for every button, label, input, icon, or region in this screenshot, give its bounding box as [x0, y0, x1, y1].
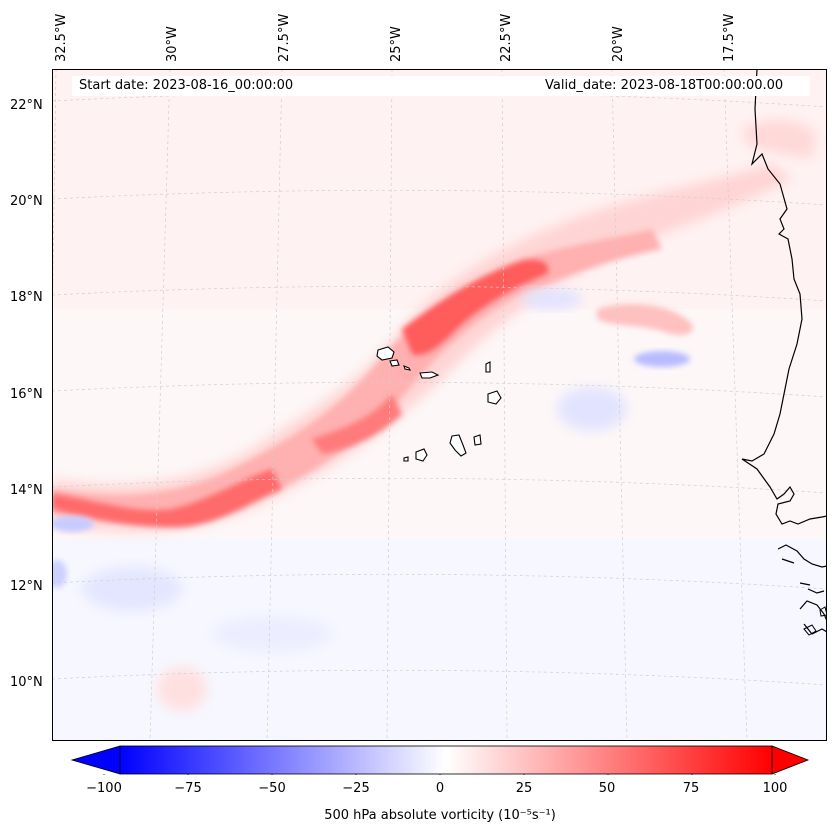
island-sal — [485, 361, 491, 373]
negative-blob-2 — [557, 387, 627, 431]
gridlines — [52, 69, 827, 741]
negative-blob-1 — [634, 351, 690, 367]
colorbar-label: 500 hPa absolute vorticity (10⁻⁵s⁻¹) — [324, 808, 556, 823]
lon-label-17-5w: 17.5°W — [722, 13, 737, 62]
negative-blob-4 — [52, 516, 94, 532]
info-bar — [72, 76, 810, 96]
lon-label-20w: 20°W — [611, 26, 626, 62]
southern-bluish-field — [52, 539, 827, 741]
negative-blob-6 — [212, 616, 332, 652]
vorticity-patch-east — [597, 304, 693, 335]
colorbar — [70, 745, 810, 775]
lat-label-16n: 16°N — [10, 387, 43, 402]
vorticity-max-west — [52, 469, 282, 528]
island-sao-nicolau-east — [419, 371, 440, 379]
island-sao-nicolau — [403, 365, 411, 371]
colorbar-tick-neg50: −50 — [258, 781, 286, 796]
lat-label-20n: 20°N — [10, 194, 43, 209]
cape-verde-islands — [376, 346, 502, 462]
positive-blob-south — [157, 667, 207, 711]
lat-label-12n: 12°N — [10, 579, 43, 594]
island-sao-vicente — [389, 359, 400, 367]
vorticity-band-medium — [52, 229, 662, 523]
colorbar-tick-100: 100 — [762, 781, 788, 796]
colorbar-tick-neg75: −75 — [174, 781, 202, 796]
lon-label-32-5w: 32.5°W — [54, 13, 69, 62]
map-frame — [52, 69, 827, 741]
colorbar-max-arrow — [771, 745, 810, 775]
island-maio — [473, 434, 482, 446]
island-santiago — [449, 434, 467, 457]
negative-blob-3 — [522, 289, 582, 309]
lat-label-10n: 10°N — [10, 675, 43, 690]
lon-label-27-5w: 27.5°W — [277, 13, 292, 62]
colorbar-tick-25: 25 — [515, 781, 533, 796]
start-date-text: Start date: 2023-08-16_00:00:00 — [79, 78, 294, 93]
colorbar-tick-marks — [103, 774, 776, 775]
colorbar-tick-75: 75 — [682, 781, 700, 796]
colorbar-min-arrow — [70, 745, 121, 775]
island-brava — [403, 456, 409, 462]
lat-label-18n: 18°N — [10, 290, 43, 305]
vorticity-patch-coast — [742, 119, 817, 159]
lon-label-22-5w: 22.5°W — [499, 13, 514, 62]
west-africa-coastline — [741, 69, 827, 525]
lon-label-25w: 25°W — [389, 26, 404, 62]
guinea-bissau-coast — [777, 544, 827, 635]
lon-label-30w: 30°W — [165, 26, 180, 62]
lat-label-14n: 14°N — [10, 483, 43, 498]
negative-blob-7 — [52, 560, 67, 588]
vorticity-map — [52, 69, 827, 741]
island-fogo — [415, 448, 428, 462]
colorbar-tick-50: 50 — [598, 781, 616, 796]
valid-date-text: Valid_date: 2023-08-18T00:00:00.00 — [545, 78, 784, 93]
island-boa-vista — [487, 390, 502, 405]
colorbar-tick-neg25: −25 — [342, 781, 370, 796]
vorticity-max-central — [312, 394, 402, 454]
colorbar-tick-0: 0 — [435, 781, 445, 796]
colorbar-tick-neg100: −100 — [86, 781, 122, 796]
vorticity-max-north — [402, 259, 549, 355]
island-santo-antao — [376, 346, 395, 361]
negative-blob-5 — [82, 567, 182, 611]
bijagos-islands — [803, 606, 827, 636]
colorbar-gradient — [119, 745, 773, 775]
lat-label-22n: 22°N — [10, 98, 43, 113]
